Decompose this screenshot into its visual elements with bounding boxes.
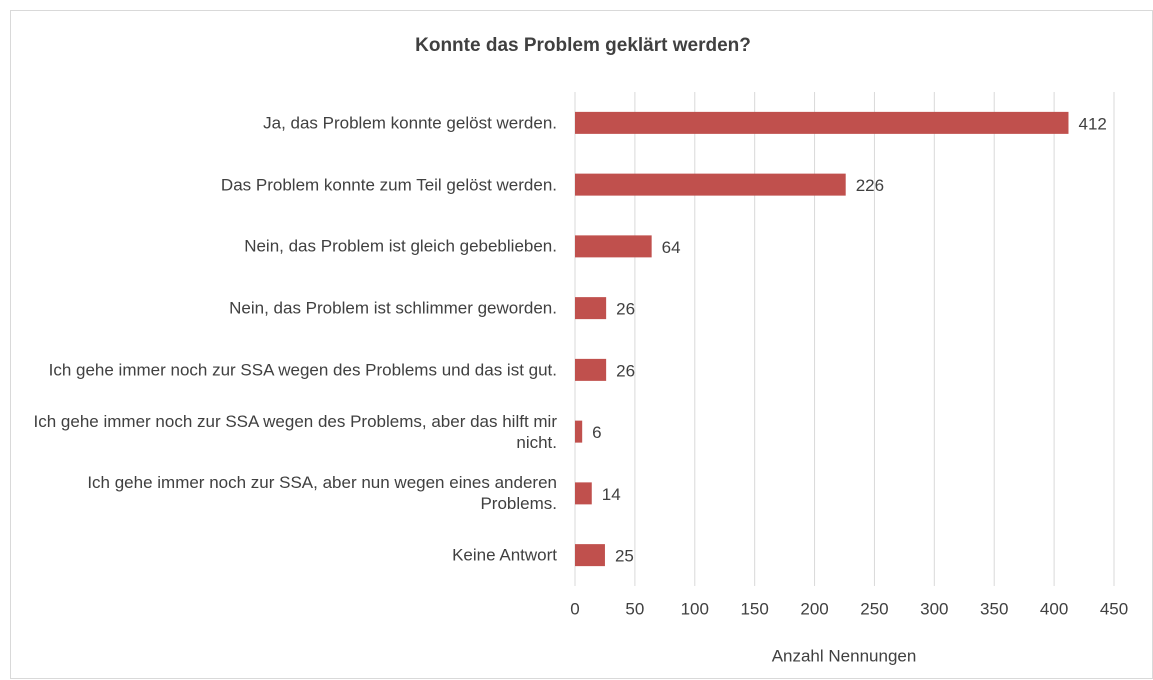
bar xyxy=(575,420,583,443)
bar xyxy=(575,111,1069,134)
bar xyxy=(575,297,607,320)
y-tick-label: Ja, das Problem konnte gelöst werden. xyxy=(263,113,557,133)
x-tick-label: 450 xyxy=(1100,599,1128,618)
y-tick-label: Ich gehe immer noch zur SSA, aber nun we… xyxy=(87,473,557,514)
x-axis-label: Anzahl Nennungen xyxy=(772,646,917,665)
data-label: 26 xyxy=(616,300,635,319)
data-label: 6 xyxy=(592,423,601,442)
x-tick-label: 50 xyxy=(625,599,644,618)
bar xyxy=(575,482,592,505)
data-label: 64 xyxy=(662,238,681,257)
x-tick-label: 350 xyxy=(980,599,1008,618)
data-label: 25 xyxy=(615,547,634,566)
bar xyxy=(575,358,607,381)
data-label: 14 xyxy=(602,485,621,504)
x-tick-label: 400 xyxy=(1040,599,1068,618)
chart-border xyxy=(10,10,1153,679)
y-tick-label: Nein, das Problem ist gleich gebeblieben… xyxy=(244,236,557,256)
x-tick-label: 250 xyxy=(860,599,888,618)
x-tick-label: 0 xyxy=(570,599,579,618)
data-label: 26 xyxy=(616,361,635,380)
data-label: 412 xyxy=(1078,114,1106,133)
x-tick-label: 200 xyxy=(800,599,828,618)
y-tick-label: Keine Antwort xyxy=(452,545,557,565)
y-tick-label: Nein, das Problem ist schlimmer geworden… xyxy=(229,298,557,318)
bar xyxy=(575,235,652,258)
x-tick-label: 300 xyxy=(920,599,948,618)
y-tick-label: Ich gehe immer noch zur SSA wegen des Pr… xyxy=(33,411,557,452)
x-tick-label: 150 xyxy=(740,599,768,618)
data-label: 226 xyxy=(856,176,884,195)
y-tick-label: Das Problem konnte zum Teil gelöst werde… xyxy=(220,175,557,195)
chart-title: Konnte das Problem geklärt werden? xyxy=(415,35,751,56)
bar xyxy=(575,544,605,567)
y-tick-label: Ich gehe immer noch zur SSA wegen des Pr… xyxy=(48,360,557,380)
x-tick-label: 100 xyxy=(681,599,709,618)
bar xyxy=(575,173,846,196)
